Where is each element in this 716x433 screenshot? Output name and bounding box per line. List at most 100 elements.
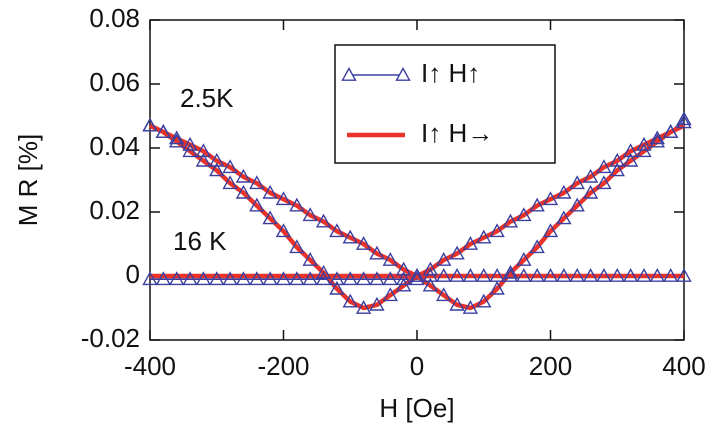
marker xyxy=(516,252,532,266)
marker xyxy=(476,268,492,282)
marker xyxy=(315,271,332,286)
marker xyxy=(395,261,412,276)
marker xyxy=(516,268,532,282)
marker xyxy=(436,252,452,266)
y-axis-label: M R [%] xyxy=(13,134,43,226)
marker xyxy=(382,271,398,286)
marker xyxy=(355,271,372,286)
marker xyxy=(662,268,679,282)
marker xyxy=(342,229,358,244)
marker xyxy=(262,271,278,286)
legend-box xyxy=(334,44,556,164)
x-tick-label: 200 xyxy=(529,351,572,381)
marker xyxy=(235,184,252,199)
marker xyxy=(582,268,599,282)
marker xyxy=(582,184,599,199)
marker xyxy=(329,280,345,295)
legend-marker xyxy=(341,67,357,81)
marker xyxy=(195,143,212,158)
marker xyxy=(676,111,692,126)
marker xyxy=(582,168,599,183)
marker xyxy=(529,239,545,254)
marker xyxy=(676,114,692,129)
legend-label: I↑ H↑ xyxy=(421,58,480,88)
marker xyxy=(209,162,225,177)
marker xyxy=(476,293,492,308)
marker xyxy=(502,268,519,282)
marker xyxy=(275,191,292,206)
annotation: 2.5K xyxy=(180,83,234,113)
x-axis-label: H [Oe] xyxy=(379,393,454,423)
marker xyxy=(369,271,385,286)
marker xyxy=(169,130,185,145)
marker xyxy=(476,229,492,244)
marker xyxy=(556,184,572,199)
marker xyxy=(649,130,665,145)
marker xyxy=(182,136,198,151)
marker xyxy=(676,268,692,282)
marker xyxy=(609,152,625,167)
marker xyxy=(596,268,612,282)
marker xyxy=(169,133,185,148)
marker xyxy=(155,271,172,286)
marker xyxy=(195,152,212,167)
marker xyxy=(542,223,559,238)
marker xyxy=(422,261,439,276)
marker xyxy=(382,287,398,302)
marker xyxy=(422,268,439,282)
marker xyxy=(409,268,425,282)
marker xyxy=(275,223,292,238)
marker xyxy=(235,168,252,183)
marker xyxy=(302,252,318,266)
marker xyxy=(596,175,612,190)
marker xyxy=(516,207,532,222)
marker xyxy=(462,236,479,250)
marker xyxy=(222,271,238,286)
marker xyxy=(355,300,372,314)
x-tick-label: 0 xyxy=(410,351,424,381)
marker xyxy=(289,239,305,254)
marker xyxy=(409,271,425,286)
legend-item: I↑ H→ xyxy=(347,118,493,148)
y-tick-label: 0.04 xyxy=(89,131,140,161)
marker xyxy=(142,117,158,132)
marker xyxy=(569,175,585,190)
annotation: 16 K xyxy=(173,226,227,256)
marker xyxy=(636,268,652,282)
marker xyxy=(542,268,559,282)
marker xyxy=(596,159,612,174)
x-tick-label: 400 xyxy=(662,351,705,381)
y-tick-label: 0.06 xyxy=(89,67,140,97)
marker xyxy=(436,287,452,302)
marker xyxy=(502,213,519,228)
y-tick-label: 0.02 xyxy=(89,195,140,225)
marker xyxy=(489,223,505,238)
marker xyxy=(329,271,345,286)
marker xyxy=(529,197,545,212)
marker xyxy=(449,268,465,282)
marker xyxy=(529,268,545,282)
marker xyxy=(155,124,172,138)
marker xyxy=(449,245,465,260)
marker xyxy=(622,143,639,158)
marker xyxy=(636,136,652,151)
marker xyxy=(422,277,439,292)
marker xyxy=(382,252,398,266)
marker xyxy=(436,268,452,282)
marker xyxy=(209,152,225,167)
marker xyxy=(249,197,265,212)
marker xyxy=(275,271,292,286)
marker xyxy=(222,175,238,190)
marker xyxy=(369,296,385,311)
marker xyxy=(489,268,505,282)
marker xyxy=(636,143,652,158)
marker xyxy=(182,271,198,286)
marker xyxy=(556,210,572,225)
marker xyxy=(662,124,679,138)
marker xyxy=(289,271,305,286)
marker xyxy=(142,271,158,286)
marker xyxy=(249,271,265,286)
marker xyxy=(609,268,625,282)
marker xyxy=(329,223,345,238)
